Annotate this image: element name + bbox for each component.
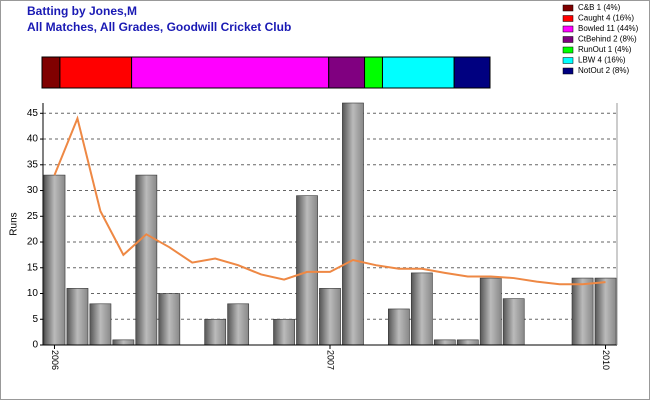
legend-label: Caught 4 (16%): [578, 14, 634, 23]
bar: [43, 174, 66, 346]
bar: [342, 102, 364, 346]
dismissal-segment: [59, 56, 133, 89]
average-line: [53, 115, 606, 286]
x-tick-label: 2010: [601, 350, 611, 370]
bar: [204, 318, 227, 346]
x-tick-label: 2006: [50, 350, 60, 370]
legend-swatch: [562, 25, 574, 33]
legend-swatch: [562, 46, 574, 54]
legend-swatch: [562, 15, 574, 22]
bar: [502, 298, 525, 346]
bar: [456, 339, 479, 346]
bar: [112, 339, 135, 346]
dismissal-segment: [364, 56, 383, 89]
legend-swatch: [562, 4, 574, 12]
y-tick-label: 0: [32, 340, 38, 351]
y-tick-label: 35: [27, 159, 39, 170]
bar: [296, 195, 318, 346]
legend-label: RunOut 1 (4%): [578, 45, 632, 54]
y-tick-label: 25: [27, 211, 39, 222]
legend-swatch: [562, 57, 574, 64]
bar: [135, 174, 158, 346]
legend-swatch: [562, 36, 574, 43]
bar: [158, 293, 181, 346]
dismissal-segment: [381, 56, 455, 89]
legend-label: C&B 1 (4%): [578, 3, 621, 12]
legend-swatch: [562, 67, 574, 75]
bar: [89, 303, 112, 346]
bar: [410, 272, 433, 346]
bar: [227, 303, 250, 346]
y-tick-label: 5: [32, 314, 38, 325]
bar: [594, 277, 617, 346]
y-tick-label: 10: [27, 288, 39, 299]
dismissal-segment: [41, 56, 61, 89]
bar: [319, 288, 341, 346]
chart-title: Batting by Jones,M: [27, 4, 137, 18]
dismissal-segment: [328, 56, 366, 89]
bar: [479, 277, 502, 346]
y-tick-label: 45: [27, 108, 39, 119]
bar: [66, 288, 89, 346]
legend-label: CtBehind 2 (8%): [578, 35, 637, 44]
dismissal-segment: [453, 56, 491, 89]
x-tick-label: 2007: [326, 350, 336, 370]
dismissal-segment: [131, 56, 330, 89]
bar: [273, 318, 295, 346]
chart-subtitle: All Matches, All Grades, Goodwill Cricke…: [27, 20, 291, 34]
y-tick-label: 40: [27, 134, 39, 145]
legend-label: LBW 4 (16%): [578, 56, 626, 65]
y-tick-label: 20: [27, 237, 39, 248]
legend-label: Bowled 11 (44%): [578, 24, 639, 33]
y-tick-label: 30: [27, 185, 39, 196]
y-tick-label: 15: [27, 262, 39, 273]
bar: [388, 308, 410, 346]
bar: [571, 277, 594, 346]
y-axis-label: Runs: [9, 212, 20, 235]
legend-label: NotOut 2 (8%): [578, 66, 629, 75]
bar: [433, 339, 456, 346]
